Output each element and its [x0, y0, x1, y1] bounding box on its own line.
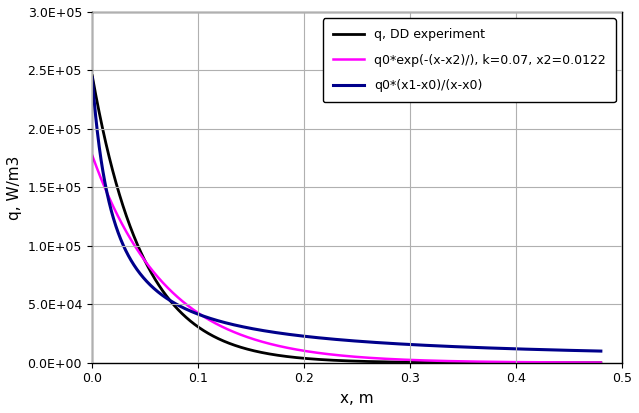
Line: q0*exp(-(x-x2)/), k=0.07, x2=0.0122: q0*exp(-(x-x2)/), k=0.07, x2=0.0122 — [92, 155, 601, 363]
q0*(x1-x0)/(x-x0) — [305, 335, 313, 339]
q0*exp(-(x-x2)/), k=0.07, x2=0.0122 — [305, 349, 313, 354]
q0*exp(-(x-x2)/), k=0.07, x2=0.0122 — [284, 345, 291, 350]
q, DD experiment — [305, 356, 313, 361]
X-axis label: x, m: x, m — [340, 391, 374, 406]
q0*(x1-x0)/(x-x0) — [88, 75, 96, 80]
q, DD experiment — [284, 354, 291, 359]
q0*exp(-(x-x2)/), k=0.07, x2=0.0122 — [597, 360, 604, 365]
q, DD experiment — [88, 73, 96, 78]
q0*(x1-x0)/(x-x0) — [284, 332, 291, 337]
Line: q0*(x1-x0)/(x-x0): q0*(x1-x0)/(x-x0) — [92, 78, 601, 351]
q0*exp(-(x-x2)/), k=0.07, x2=0.0122 — [587, 360, 595, 365]
Legend: q, DD experiment, q0*exp(-(x-x2)/), k=0.07, x2=0.0122, q0*(x1-x0)/(x-x0): q, DD experiment, q0*exp(-(x-x2)/), k=0.… — [323, 18, 616, 102]
q0*(x1-x0)/(x-x0) — [597, 349, 604, 354]
q0*exp(-(x-x2)/), k=0.07, x2=0.0122 — [176, 297, 184, 302]
q0*exp(-(x-x2)/), k=0.07, x2=0.0122 — [146, 266, 154, 271]
q0*exp(-(x-x2)/), k=0.07, x2=0.0122 — [88, 153, 96, 158]
q0*(x1-x0)/(x-x0) — [176, 304, 184, 309]
q0*exp(-(x-x2)/), k=0.07, x2=0.0122 — [532, 360, 540, 365]
q0*(x1-x0)/(x-x0) — [146, 282, 154, 287]
q, DD experiment — [176, 309, 184, 314]
Line: q, DD experiment: q, DD experiment — [92, 76, 601, 363]
q0*(x1-x0)/(x-x0) — [587, 349, 595, 354]
q0*(x1-x0)/(x-x0) — [532, 347, 540, 352]
q, DD experiment — [146, 268, 154, 273]
Y-axis label: q, W/m3: q, W/m3 — [7, 155, 22, 220]
q, DD experiment — [532, 360, 540, 365]
q, DD experiment — [587, 360, 595, 365]
q, DD experiment — [597, 360, 604, 365]
